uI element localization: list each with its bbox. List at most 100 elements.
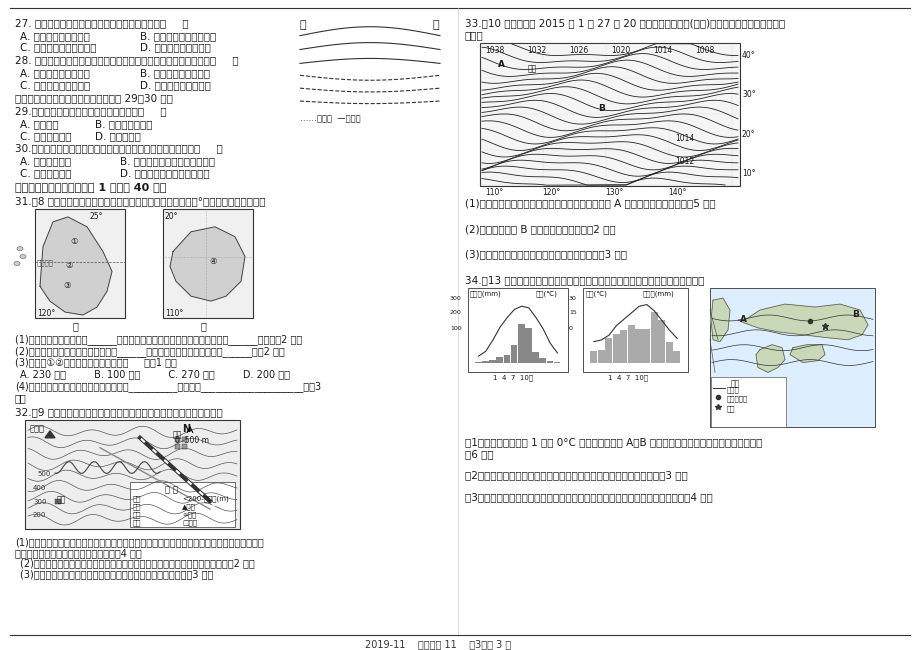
Text: B. 冷气团强烈抬升暖气团: B. 冷气团强烈抬升暖气团 xyxy=(140,31,216,41)
Text: （6 分）: （6 分） xyxy=(464,448,494,459)
Text: B: B xyxy=(597,104,604,113)
Polygon shape xyxy=(170,227,244,301)
Text: 1014: 1014 xyxy=(652,46,672,55)
Text: 乙: 乙 xyxy=(199,321,206,331)
Bar xyxy=(642,330,650,363)
Text: ▲山峰: ▲山峰 xyxy=(182,503,196,510)
Text: B. 温带海洋性气候: B. 温带海洋性气候 xyxy=(95,119,153,129)
Text: 1026: 1026 xyxy=(568,46,587,55)
Bar xyxy=(619,330,627,363)
Text: ……等温面  —等压面: ……等温面 —等压面 xyxy=(300,114,360,123)
Bar xyxy=(597,350,604,363)
Text: 25°: 25° xyxy=(90,212,103,221)
Text: 分）: 分） xyxy=(15,393,27,403)
Polygon shape xyxy=(737,304,867,340)
Text: （3）里日本（日本本州岛面向日本海一侧的地区）冬季多降雪，试分析成因。（4 分）: （3）里日本（日本本州岛面向日本海一侧的地区）冬季多降雪，试分析成因。（4 分） xyxy=(464,492,712,502)
Bar xyxy=(510,345,516,363)
Text: ≈桥梁: ≈桥梁 xyxy=(182,511,196,518)
Text: B. 西部为干热的西南风: B. 西部为干热的西南风 xyxy=(140,68,210,79)
Text: A. 东部为温冷的西北风: A. 东部为温冷的西北风 xyxy=(20,68,90,79)
Text: (1)甲、乙两图所示岛屿中______图所示岛屿面积较大，甲岛屿位于乙岛屿的______方向。（2 分）: (1)甲、乙两图所示岛屿中______图所示岛屿面积较大，甲岛屿位于乙岛屿的__… xyxy=(15,334,302,345)
Polygon shape xyxy=(789,344,824,363)
Text: 问题。: 问题。 xyxy=(464,30,483,40)
Text: (3)甲图中①②两城市之间的距离约是（     ）（1 分）: (3)甲图中①②两城市之间的距离约是（ ）（1 分） xyxy=(15,358,176,368)
Text: 30.当这种气候区正处在上述气压带控制时，下列叙述正确的是（     ）: 30.当这种气候区正处在上述气压带控制时，下列叙述正确的是（ ） xyxy=(15,144,222,153)
Bar xyxy=(517,324,524,363)
Text: 120°: 120° xyxy=(541,188,560,197)
Text: 1038: 1038 xyxy=(484,46,504,55)
Text: 110°: 110° xyxy=(484,188,503,197)
Bar xyxy=(532,352,539,363)
Bar xyxy=(503,355,510,363)
Text: 29.下列哪种气候类型能受该气压带的影响（     ）: 29.下列哪种气候类型能受该气压带的影响（ ） xyxy=(15,106,166,116)
Text: 0: 0 xyxy=(568,326,573,331)
Bar xyxy=(35,209,125,318)
Polygon shape xyxy=(45,431,55,438)
Bar xyxy=(665,342,672,363)
Text: B: B xyxy=(851,310,858,319)
Bar xyxy=(525,328,531,363)
Bar xyxy=(546,361,552,363)
Text: 气温(℃): 气温(℃) xyxy=(536,291,557,297)
Text: N: N xyxy=(182,424,190,434)
Text: 铁路: 铁路 xyxy=(133,519,142,526)
Text: 北: 北 xyxy=(433,20,439,30)
Bar xyxy=(468,288,567,372)
Bar xyxy=(175,437,180,442)
Bar xyxy=(710,378,785,427)
Text: 村镇: 村镇 xyxy=(133,495,142,502)
Text: 28. 关于这次影响我国北方的冷涡，对其四周气流的叙述，正确的是（     ）: 28. 关于这次影响我国北方的冷涡，对其四周气流的叙述，正确的是（ ） xyxy=(15,55,238,66)
Bar xyxy=(612,333,619,363)
Text: 1014: 1014 xyxy=(675,134,694,143)
Text: A. 湿润气流强对流上升: A. 湿润气流强对流上升 xyxy=(20,31,90,41)
Text: 20°: 20° xyxy=(742,130,754,138)
Text: 李村: 李村 xyxy=(57,495,66,504)
Text: 二、非选择题（每个知识点 1 分，共 40 分）: 二、非选择题（每个知识点 1 分，共 40 分） xyxy=(15,182,166,192)
Bar xyxy=(480,43,739,186)
Text: (4)图中两岛屿主要城市分布的共同特点是__________，原因是_____________________。（3: (4)图中两岛屿主要城市分布的共同特点是__________，原因是______… xyxy=(15,382,321,392)
Text: 120°: 120° xyxy=(37,309,55,318)
Text: ③: ③ xyxy=(62,281,71,291)
Text: 降水量(mm): 降水量(mm) xyxy=(470,291,501,297)
Text: 北京: 北京 xyxy=(528,64,537,73)
Text: A. 全球昼夜平分: A. 全球昼夜平分 xyxy=(20,157,71,166)
Text: D. 地中海气候: D. 地中海气候 xyxy=(95,131,141,141)
Text: 等温线: 等温线 xyxy=(726,386,739,393)
Text: 30°: 30° xyxy=(742,90,754,99)
Text: <200-等高线(m): <200-等高线(m) xyxy=(182,495,229,502)
Text: 33.（10 分）下图为 2015 年 1 月 27 日 20 时世界海平面气压(百帕)局部分布图。读图完成下列: 33.（10 分）下图为 2015 年 1 月 27 日 20 时世界海平面气压… xyxy=(464,18,784,28)
Bar xyxy=(496,357,503,363)
Text: (3)据图判断我国风浪最大的海域并说明理由。（3 分）: (3)据图判断我国风浪最大的海域并说明理由。（3 分） xyxy=(464,250,627,259)
Bar xyxy=(130,482,234,527)
Bar xyxy=(55,499,61,504)
Bar xyxy=(182,437,187,442)
Bar xyxy=(482,361,488,363)
Text: 1020: 1020 xyxy=(610,46,630,55)
Text: 200: 200 xyxy=(33,512,46,518)
Text: D. 该气候区的河流处于枯水期: D. 该气候区的河流处于枯水期 xyxy=(119,168,210,178)
Text: 公路: 公路 xyxy=(133,511,142,518)
Text: 140°: 140° xyxy=(667,188,686,197)
Text: 首都: 首都 xyxy=(726,405,734,411)
Text: 2019-11    高二地月 11    第3页共 3 页: 2019-11 高二地月 11 第3页共 3 页 xyxy=(365,639,511,649)
Text: 27. 冷涡控制下可能形成强降水过程，主要原因是（     ）: 27. 冷涡控制下可能形成强降水过程，主要原因是（ ） xyxy=(15,18,188,28)
Text: (1)描述我国大陆东部地区的等压线分布特点并说明 A 气压中心的形成原因。（5 分）: (1)描述我国大陆东部地区的等压线分布特点并说明 A 气压中心的形成原因。（5 … xyxy=(464,198,715,208)
Text: （2）结合气候资料图，分析北京、东京降水量的差异，并分析成因。（3 分）: （2）结合气候资料图，分析北京、东京降水量的差异，并分析成因。（3 分） xyxy=(464,471,687,480)
Polygon shape xyxy=(755,344,784,372)
Text: 32.（9 分）下图为我国华北某地等高线地形图。读图，回答下列问题。: 32.（9 分）下图为我国华北某地等高线地形图。读图，回答下列问题。 xyxy=(15,407,222,417)
Text: 福岛核电站: 福岛核电站 xyxy=(726,395,747,402)
Bar xyxy=(175,444,180,448)
Text: □古庙: □古庙 xyxy=(182,519,197,526)
Text: 甲: 甲 xyxy=(72,321,78,331)
Text: A. 极地气候: A. 极地气候 xyxy=(20,119,59,129)
Bar xyxy=(605,338,611,363)
Text: 1012: 1012 xyxy=(675,157,693,166)
Text: (3)描述图示区域的地势特征，并简述其对该地区聚落的影响。（3 分）: (3)描述图示区域的地势特征，并简述其对该地区聚落的影响。（3 分） xyxy=(20,569,213,580)
Text: 34.（13 分）读日本及周边地区示意图和北京、东京气候资料图，完成下列问题。: 34.（13 分）读日本及周边地区示意图和北京、东京气候资料图，完成下列问题。 xyxy=(464,276,704,285)
Text: 1  4  7  10月: 1 4 7 10月 xyxy=(607,374,647,381)
Text: 110°: 110° xyxy=(165,309,183,318)
Bar xyxy=(635,330,641,363)
Text: A: A xyxy=(739,315,746,324)
Bar xyxy=(650,312,657,363)
Text: C. 南部是湿热的东南风: C. 南部是湿热的东南风 xyxy=(20,80,90,90)
